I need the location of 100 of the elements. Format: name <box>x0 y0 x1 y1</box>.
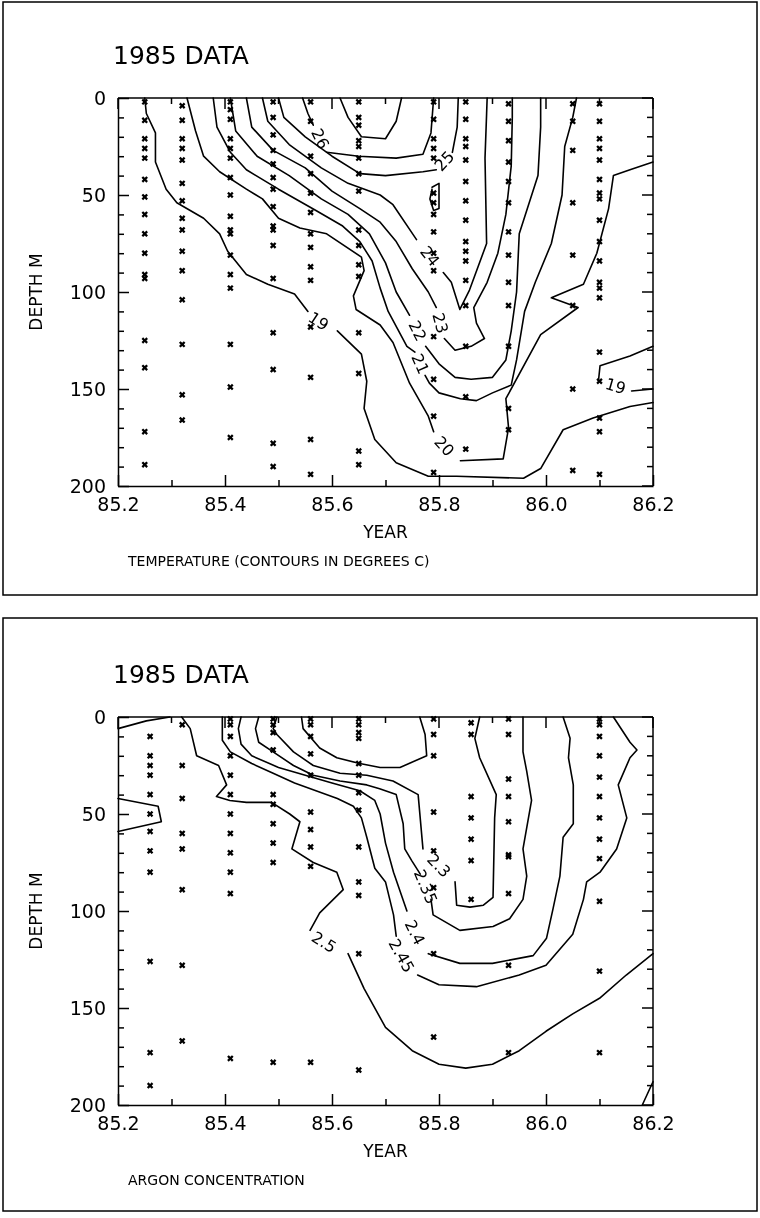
point <box>269 174 277 181</box>
point <box>178 830 186 837</box>
text: 22 <box>404 317 431 345</box>
point <box>505 199 512 206</box>
point <box>596 294 603 302</box>
point <box>141 275 148 282</box>
point <box>462 178 469 185</box>
point <box>430 715 437 723</box>
point <box>141 461 148 468</box>
point <box>269 1059 277 1066</box>
point <box>178 795 186 802</box>
point <box>269 203 277 210</box>
point <box>146 733 154 740</box>
point <box>141 154 148 162</box>
point <box>596 284 603 292</box>
point <box>355 121 362 129</box>
point <box>462 216 469 224</box>
point <box>269 463 277 470</box>
point <box>355 273 362 280</box>
point <box>505 100 512 108</box>
point <box>141 230 148 238</box>
point <box>178 341 186 348</box>
point <box>178 180 186 187</box>
point <box>462 302 469 309</box>
point <box>227 284 234 292</box>
point <box>467 857 475 864</box>
point <box>355 329 362 336</box>
point <box>430 98 437 106</box>
x-tick-label: 85.4 <box>204 1112 247 1135</box>
text: 24 <box>416 242 444 271</box>
point <box>505 818 512 825</box>
point <box>178 226 186 234</box>
point <box>269 746 277 754</box>
point <box>467 719 475 727</box>
x-axis-title: YEAR <box>362 522 408 542</box>
point <box>178 117 186 124</box>
x-tick-label: 85.6 <box>311 1112 354 1135</box>
point <box>505 158 512 166</box>
point <box>596 195 603 203</box>
point <box>178 156 186 164</box>
point <box>505 279 512 286</box>
point <box>141 135 148 142</box>
text: 2.5 <box>308 927 340 957</box>
point <box>178 721 186 728</box>
point <box>569 467 576 474</box>
point <box>467 896 475 903</box>
point <box>355 137 362 144</box>
point <box>355 771 362 779</box>
point <box>462 343 469 350</box>
text: 19 <box>603 374 628 399</box>
point <box>355 760 362 767</box>
point <box>596 189 603 197</box>
point <box>227 154 234 162</box>
point <box>178 145 186 152</box>
point <box>355 806 362 814</box>
point <box>596 135 603 142</box>
point <box>307 808 314 816</box>
point <box>462 257 469 265</box>
point <box>355 721 362 728</box>
point <box>307 263 314 271</box>
point <box>178 962 186 969</box>
point <box>569 199 576 206</box>
point <box>596 378 603 385</box>
y-tick-label: 0 <box>93 86 106 109</box>
point <box>596 118 603 125</box>
point <box>467 793 475 800</box>
point <box>269 859 277 866</box>
point <box>269 226 277 234</box>
point <box>355 715 362 723</box>
point <box>596 773 603 781</box>
x-tick-label: 85.8 <box>418 493 461 516</box>
point <box>430 1033 437 1041</box>
point <box>569 385 576 393</box>
point <box>307 230 314 238</box>
point <box>227 868 234 876</box>
y-tick-label: 100 <box>69 899 106 922</box>
point <box>269 839 277 847</box>
y-axis-title: DEPTH M <box>26 253 46 331</box>
point <box>307 771 314 779</box>
point <box>269 131 277 139</box>
point <box>307 715 314 723</box>
point <box>505 251 512 259</box>
point <box>227 715 234 723</box>
point <box>269 242 277 249</box>
point <box>596 814 603 822</box>
point <box>269 801 277 808</box>
point <box>141 98 148 106</box>
point <box>307 750 314 758</box>
point <box>355 878 362 886</box>
point <box>146 1082 154 1089</box>
point <box>462 116 469 123</box>
point <box>355 950 362 957</box>
point <box>178 391 186 399</box>
point <box>178 267 186 274</box>
point <box>467 731 475 738</box>
point <box>355 242 362 249</box>
point <box>141 117 148 124</box>
text: 25 <box>430 147 459 176</box>
point <box>596 898 603 905</box>
point <box>355 370 362 377</box>
